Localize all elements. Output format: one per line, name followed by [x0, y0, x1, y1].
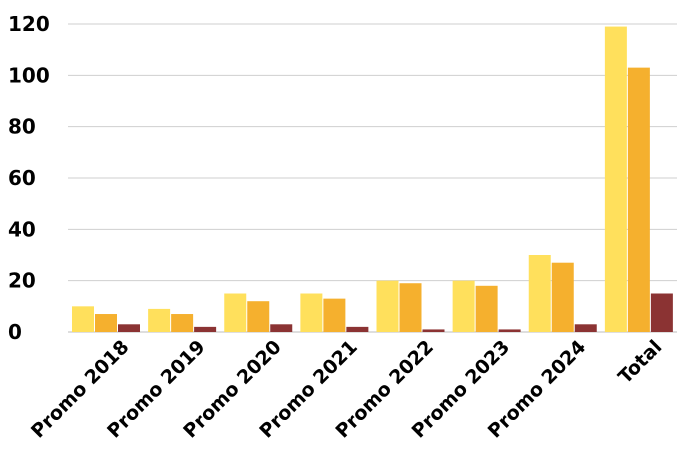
y-tick-label: 120 [8, 12, 50, 36]
y-tick-label: 80 [8, 115, 36, 139]
y-tick-label: 100 [8, 63, 50, 87]
bar-promo-2020-series-1 [224, 293, 247, 332]
y-axis-ticks: 0 20 40 60 80 100 120 [8, 12, 50, 344]
bar-promo-2018-series-2 [95, 314, 117, 332]
bar-promo-2021-series-1 [300, 293, 323, 332]
bar-promo-2024-series-2 [551, 262, 574, 332]
bar-promo-2024-series-3 [574, 324, 597, 332]
bar-promo-2023-series-2 [475, 285, 498, 332]
bar-promo-2020-series-2 [247, 301, 270, 332]
bar-promo-2022-series-3 [422, 329, 445, 332]
y-tick-label: 60 [8, 166, 36, 190]
bar-promo-2018-series-1 [72, 306, 94, 332]
x-category-label: Total [614, 336, 666, 388]
gridlines [68, 23, 677, 333]
bar-promo-2019-series-2 [171, 314, 194, 332]
y-tick-label: 40 [8, 217, 36, 241]
bar-promo-2021-series-3 [346, 326, 369, 332]
bar-promo-2020-series-3 [270, 324, 293, 332]
bar-total-series-1 [604, 26, 627, 333]
bar-promo-2024-series-1 [528, 255, 551, 332]
bar-promo-2023-series-3 [498, 329, 521, 332]
bar-total-series-3 [650, 293, 673, 332]
bars [72, 26, 673, 333]
bar-promo-2022-series-2 [399, 283, 422, 332]
bar-promo-2019-series-3 [194, 326, 217, 332]
bar-promo-2021-series-2 [323, 298, 346, 332]
bar-promo-2022-series-1 [376, 280, 399, 332]
bar-total-series-2 [627, 67, 650, 332]
y-tick-label: 20 [8, 269, 36, 293]
bar-promo-2018-series-3 [118, 324, 140, 332]
bar-promo-2019-series-1 [148, 308, 171, 332]
bar-promo-2023-series-1 [452, 280, 475, 332]
y-tick-label: 0 [8, 320, 22, 344]
